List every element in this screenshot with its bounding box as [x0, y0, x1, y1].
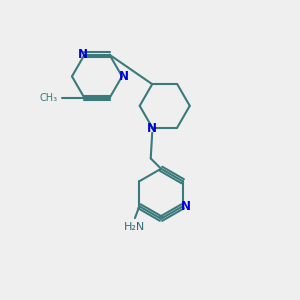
Text: N: N: [147, 122, 157, 135]
Text: N: N: [181, 200, 191, 213]
Text: N: N: [78, 48, 88, 61]
Text: N: N: [118, 70, 128, 83]
Text: H₂N: H₂N: [124, 223, 146, 232]
Text: CH₃: CH₃: [40, 93, 58, 103]
